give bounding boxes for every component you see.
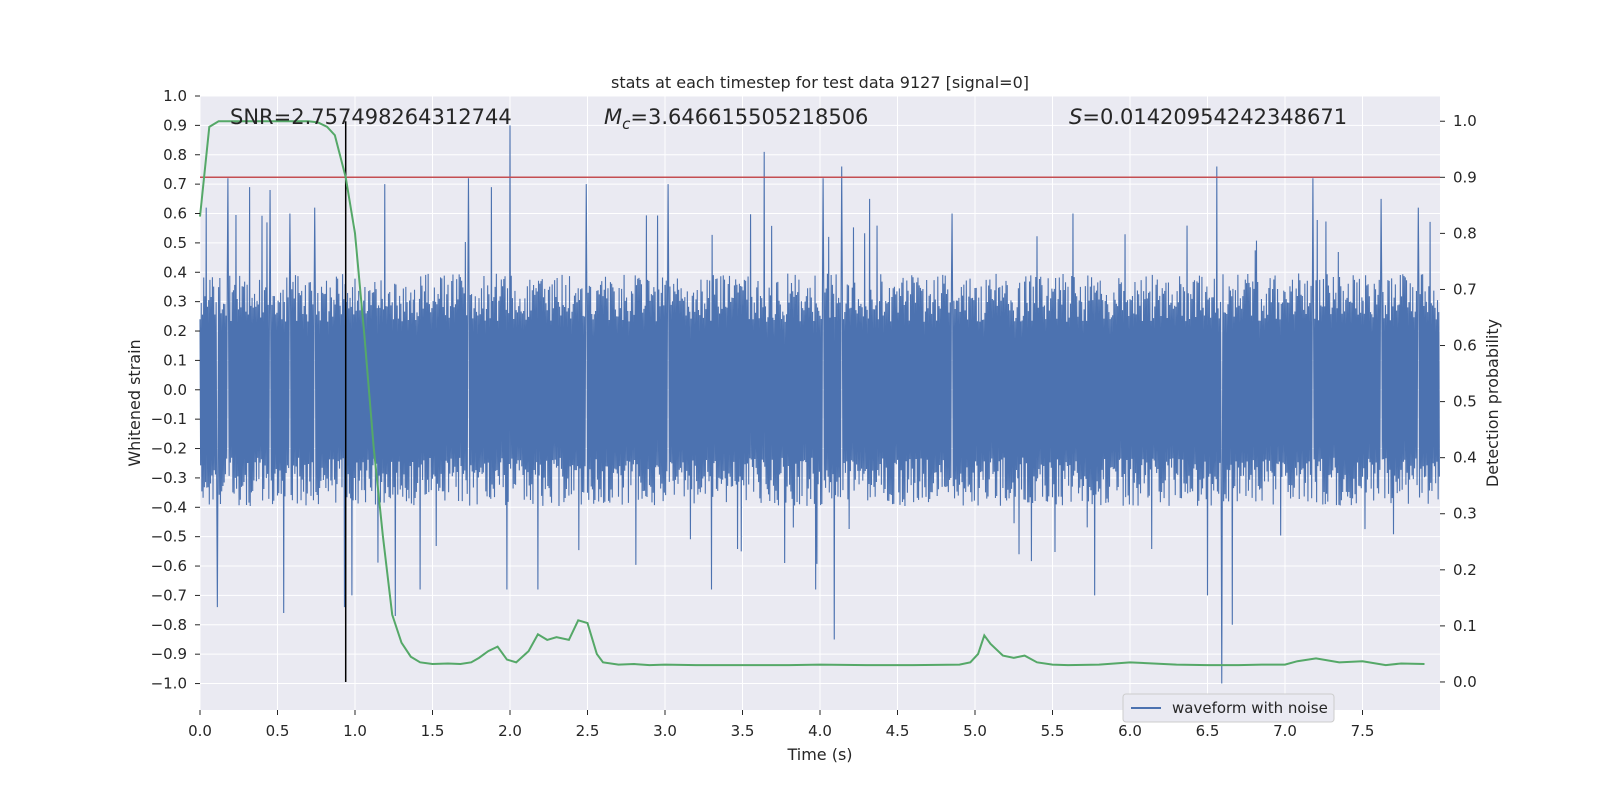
x-tick-label: 0.0 (188, 722, 212, 740)
y-left-tick-label: 0.4 (163, 263, 187, 281)
y-left-tick-label: 0.6 (163, 205, 187, 223)
legend: waveform with noise (1122, 693, 1335, 723)
y-left-tick-label: 1.0 (163, 87, 187, 105)
x-tick-label: 4.0 (808, 722, 832, 740)
y-right-tick-label: 1.0 (1453, 112, 1477, 130)
y-right-axis-ticks: 1.0 0.9 0.8 0.7 0.6 0.5 0.4 0.3 0.2 0.1 0.0 (1440, 112, 1477, 691)
y-left-tick-label: 0.2 (163, 322, 187, 340)
y-left-tick-label: 0.9 (163, 116, 187, 134)
y-left-tick-label: −0.9 (151, 645, 187, 663)
y-left-axis-ticks: 1.0 0.9 0.8 0.7 0.6 0.5 0.4 0.3 0.2 0.1 0.0 −0.1 −0.… (151, 87, 200, 693)
y-left-tick-label: −0.3 (151, 469, 187, 487)
y-left-tick-label: 0.7 (163, 175, 187, 193)
chirp-mass-subscript: c (622, 115, 631, 133)
y-left-tick-label: −1.0 (151, 675, 187, 693)
x-tick-label: 3.0 (653, 722, 677, 740)
x-tick-label: 3.5 (731, 722, 755, 740)
y-left-tick-label: 0.8 (163, 146, 187, 164)
s-value: =0.01420954242348671 (1082, 105, 1347, 129)
x-tick-label: 5.5 (1041, 722, 1065, 740)
snr-annotation: SNR=2.757498264312744 (230, 105, 512, 129)
y-right-tick-label: 0.1 (1453, 617, 1477, 635)
probability-series-line (199, 120, 1425, 667)
chart-title: stats at each timestep for test data 912… (611, 73, 1029, 92)
y-right-tick-label: 0.5 (1453, 393, 1477, 411)
legend-box (1122, 693, 1335, 723)
y-left-tick-label: −0.2 (151, 440, 187, 458)
y-right-tick-label: 0.3 (1453, 505, 1477, 523)
y-left-tick-label: −0.8 (151, 616, 187, 634)
x-axis-title: Time (s) (786, 745, 852, 764)
y-right-tick-label: 0.6 (1453, 337, 1477, 355)
s-annotation: S=0.01420954242348671 (1069, 105, 1347, 129)
s-symbol: S (1069, 105, 1082, 129)
y-left-tick-label: 0.0 (163, 381, 187, 399)
legend-waveform-label: waveform with noise (1172, 699, 1328, 717)
y-left-axis-title: Whitened strain (125, 339, 144, 466)
y-right-axis-title: Detection probability (1483, 319, 1502, 487)
chirp-mass-value: =3.646615505218506 (630, 105, 868, 129)
y-right-tick-label: 0.8 (1453, 224, 1477, 242)
waveform-series (199, 125, 1440, 684)
y-right-tick-label: 0.0 (1453, 673, 1477, 691)
y-left-tick-label: 0.3 (163, 293, 187, 311)
x-tick-label: 6.5 (1196, 722, 1220, 740)
x-tick-label: 1.5 (421, 722, 445, 740)
chirp-mass-symbol: M (604, 105, 622, 129)
x-tick-label: 5.0 (963, 722, 987, 740)
x-tick-label: 0.5 (266, 722, 290, 740)
y-right-tick-label: 0.7 (1453, 280, 1477, 298)
y-left-tick-label: 0.5 (163, 234, 187, 252)
waveform-line (199, 125, 1440, 684)
x-tick-label: 7.0 (1273, 722, 1297, 740)
x-tick-label: 1.0 (343, 722, 367, 740)
x-tick-label: 6.0 (1118, 722, 1142, 740)
y-left-tick-label: 0.1 (163, 351, 187, 369)
chirp-mass-annotation: Mc=3.646615505218506 (604, 105, 868, 133)
y-right-tick-label: 0.9 (1453, 168, 1477, 186)
x-axis-ticks: 0.0 0.5 1.0 1.5 2.0 2.5 3.0 3.5 4.0 4.5 5.0 5.5 6.0 6… (188, 710, 1374, 740)
y-right-tick-label: 0.2 (1453, 561, 1477, 579)
y-left-tick-label: −0.6 (151, 557, 187, 575)
x-tick-label: 2.0 (498, 722, 522, 740)
x-tick-label: 4.5 (886, 722, 910, 740)
x-tick-label: 7.5 (1351, 722, 1375, 740)
y-left-tick-label: −0.1 (151, 410, 187, 428)
y-right-tick-label: 0.4 (1453, 449, 1477, 467)
x-tick-label: 2.5 (576, 722, 600, 740)
y-left-tick-label: −0.7 (151, 586, 187, 604)
y-left-tick-label: −0.5 (151, 528, 187, 546)
y-left-tick-label: −0.4 (151, 498, 187, 516)
